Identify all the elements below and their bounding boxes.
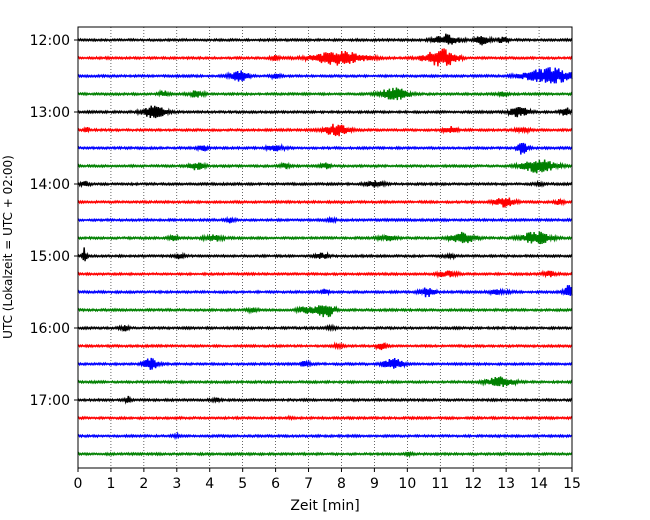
x-tick-label: 2	[139, 476, 148, 492]
trace-row-1645	[77, 376, 573, 388]
trace-row-1530	[77, 285, 573, 298]
trace-row-1445	[77, 231, 573, 245]
x-tick-label: 0	[74, 476, 83, 492]
plot-area	[78, 27, 572, 468]
x-tick-label: 3	[172, 476, 181, 492]
trace-row-1700	[77, 395, 573, 405]
x-tick-label: 10	[398, 476, 416, 492]
y-tick-label: 16:00	[30, 321, 70, 337]
trace-row-1545	[77, 305, 573, 318]
x-tick-label: 14	[530, 476, 548, 492]
trace-row-1245	[77, 87, 573, 101]
x-tick-label: 7	[304, 476, 313, 492]
x-tick-label: 8	[337, 476, 346, 492]
x-tick-label: 15	[563, 476, 581, 492]
y-axis-label: UTC (Lokalzeit = UTC + 02:00)	[1, 155, 15, 339]
seismic-traces	[77, 33, 573, 459]
y-tick-label: 14:00	[30, 177, 70, 193]
x-tick-label: 4	[205, 476, 214, 492]
x-tick-label: 6	[271, 476, 280, 492]
trace-row-1715	[77, 414, 573, 422]
trace-row-1345	[77, 159, 573, 174]
trace-row-1730	[77, 431, 573, 441]
trace-row-1300	[77, 105, 573, 119]
trace-row-1315	[77, 123, 573, 137]
trace-row-1745	[77, 450, 573, 459]
y-tick-label: 12:00	[30, 33, 70, 49]
x-tick-label: 13	[497, 476, 515, 492]
y-tick-label: 17:00	[30, 393, 70, 409]
plot-frame	[77, 26, 573, 469]
y-tick-label: 15:00	[30, 249, 70, 265]
x-axis-label: Zeit [min]	[290, 498, 359, 514]
trace-row-1600	[77, 323, 573, 333]
x-tick-label: 9	[370, 476, 379, 492]
trace-row-1515	[77, 269, 573, 279]
x-tick-label: 11	[431, 476, 449, 492]
x-tick-label: 1	[106, 476, 115, 492]
trace-row-1330	[77, 142, 573, 155]
trace-row-1500	[77, 247, 573, 262]
trace-row-1615	[77, 341, 573, 351]
trace-row-1415	[77, 197, 573, 208]
x-tick-label: 5	[238, 476, 247, 492]
trace-row-1230	[77, 67, 573, 84]
trace-row-1215	[77, 48, 573, 67]
trace-row-1400	[77, 179, 573, 189]
y-tick-label: 13:00	[30, 105, 70, 121]
y-axis-ticks: 12:00 13:00 14:00 15:00 16:00 17:00	[30, 33, 78, 409]
trace-row-1200	[77, 33, 573, 46]
trace-row-1430	[77, 215, 573, 225]
x-axis-ticks: 0 1 2 3 4 5 6 7 8 9 10 11 12 13 14 15	[74, 468, 581, 492]
trace-row-1630	[77, 357, 573, 370]
x-tick-label: 12	[464, 476, 482, 492]
